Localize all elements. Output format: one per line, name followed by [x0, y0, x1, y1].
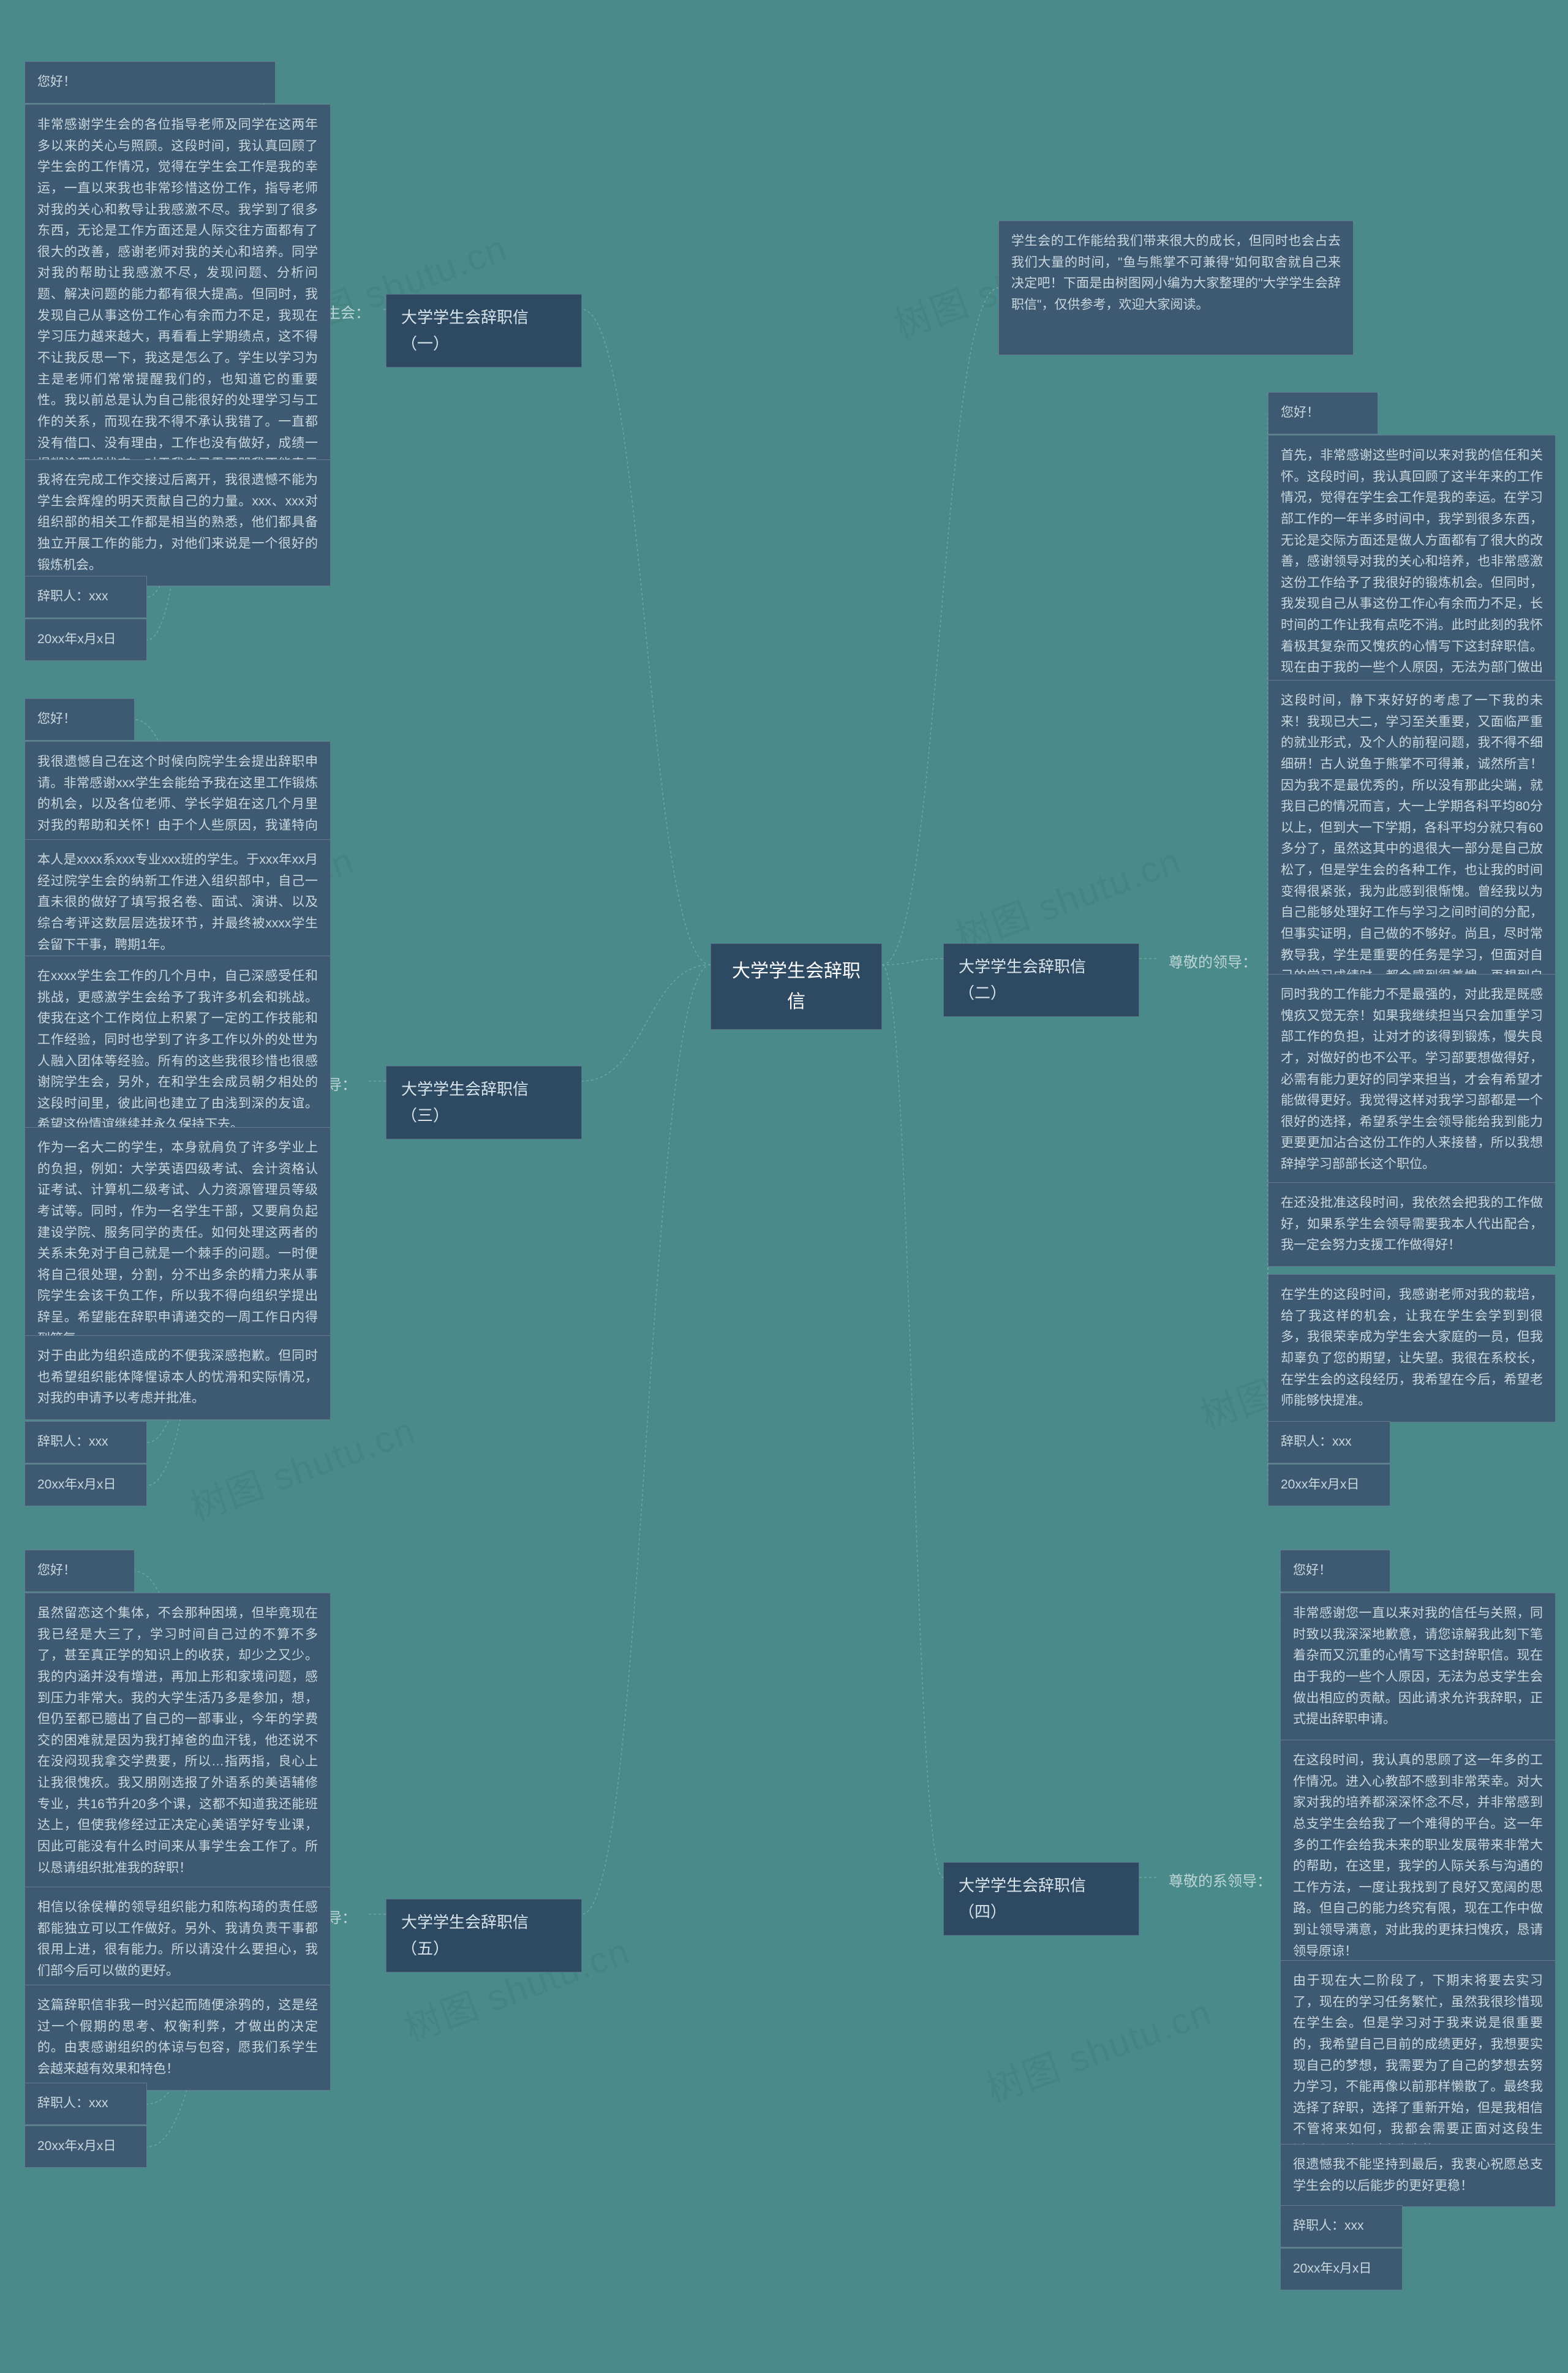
leaf-b4-3: 由于现在大二阶段了，下期末将要去实习了，现在的学习任务繁忙，虽然我很珍惜现在学生…	[1280, 1960, 1556, 2172]
leaf-b3-2: 本人是xxxx系xxx专业xxx班的学生。于xxx年xx月经过院学生会的纳新工作…	[24, 839, 331, 966]
leaf-b4-1: 非常感谢您一直以来对我的信任与关照，同时致以我深深地歉意，请您谅解我此刻下笔着杂…	[1280, 1593, 1556, 1741]
mindmap-canvas: 树图 shutu.cn树图 shutu.cn树图 shutu.cn树图 shut…	[0, 0, 1568, 2373]
leaf-b2-3: 同时我的工作能力不是最强的，对此我是既感愧疚又觉无奈！如果我继续担当只会加重学习…	[1268, 974, 1556, 1186]
leaf-b5-3: 这篇辞职信非我一时兴起而随便涂鸦的，这是经过一个假期的思考、权衡利弊，才做出的决…	[24, 1985, 331, 2091]
leaf-b5-1: 虽然留恋这个集体，不会那种困境，但毕竟现在我已经是大三了，学习时间自己过的不算不…	[24, 1593, 331, 1889]
leaf-b3-5: 对于由此为组织造成的不便我深感抱歉。但同时也希望组织能体降惺谅本人的忧滑和实际情…	[24, 1335, 331, 1420]
intro-text: 学生会的工作能给我们带来很大的成长，但同时也会占去我们大量的时间，"鱼与熊掌不可…	[998, 221, 1354, 355]
branch-b5: 大学学生会辞职信（五）	[386, 1899, 582, 1972]
leaf-b3-7: 20xx年x月x日	[24, 1464, 147, 1506]
leaf-b5-4: 辞职人：xxx	[24, 2083, 147, 2125]
leaf-b2-6: 辞职人：xxx	[1268, 1421, 1390, 1463]
leaf-b1-0: 您好！	[24, 61, 276, 104]
leaf-b1-3: 辞职人：xxx	[24, 576, 147, 618]
leaf-b4-2: 在这段时间，我认真的思顾了这一年多的工作情况。进入心教部不感到非常荣幸。对大家对…	[1280, 1740, 1556, 1972]
branch-b1: 大学学生会辞职信（一）	[386, 294, 582, 368]
leaf-b1-2: 我将在完成工作交接过后离开，我很遗憾不能为学生会辉煌的明天贡献自己的力量。xxx…	[24, 459, 331, 586]
leaf-b2-5: 在学生的这段时间，我感谢老师对我的栽培，给了我这样的机会，让我在学生会学到到很多…	[1268, 1274, 1556, 1422]
sub-b2: 尊敬的领导：	[1158, 943, 1268, 983]
branch-b4: 大学学生会辞职信（四）	[943, 1862, 1139, 1936]
leaf-b5-2: 相信以徐侯樺的领导组织能力和陈构琦的责任感都能独立可以工作做好。另外、我请负责干…	[24, 1887, 331, 1993]
leaf-b2-0: 您好！	[1268, 392, 1378, 434]
center-node: 大学学生会辞职信	[710, 943, 882, 1030]
leaf-b5-0: 您好！	[24, 1550, 135, 1592]
branch-b3: 大学学生会辞职信（三）	[386, 1066, 582, 1139]
branch-b2: 大学学生会辞职信（二）	[943, 943, 1139, 1017]
watermark: 树图 shutu.cn	[978, 1983, 1218, 2114]
leaf-b3-6: 辞职人：xxx	[24, 1421, 147, 1463]
leaf-b5-5: 20xx年x月x日	[24, 2126, 147, 2168]
leaf-b4-6: 20xx年x月x日	[1280, 2248, 1403, 2290]
leaf-b3-3: 在xxxx学生会工作的几个月中，自己深感受任和挑战，更感激学生会给予了我许多机会…	[24, 956, 331, 1146]
leaf-b3-0: 您好！	[24, 698, 135, 741]
leaf-b4-0: 您好！	[1280, 1550, 1390, 1592]
leaf-b3-4: 作为一名大二的学生，本身就肩负了许多学业上的负担，例如：大学英语四级考试、会计资…	[24, 1127, 331, 1360]
watermark: 树图 shutu.cn	[182, 1401, 422, 1532]
watermark: 树图 shutu.cn	[948, 831, 1188, 962]
leaf-b1-4: 20xx年x月x日	[24, 619, 147, 661]
sub-b4: 尊敬的系领导：	[1158, 1862, 1283, 1901]
leaf-b4-4: 很遗憾我不能坚持到最后，我衷心祝愿总支学生会的以后能步的更好更稳！	[1280, 2144, 1556, 2207]
leaf-b2-7: 20xx年x月x日	[1268, 1464, 1390, 1506]
leaf-b2-4: 在还没批准这段时间，我依然会把我的工作做好，如果系学生会领导需要我本人代出配合，…	[1268, 1182, 1556, 1267]
leaf-b4-5: 辞职人：xxx	[1280, 2205, 1403, 2247]
